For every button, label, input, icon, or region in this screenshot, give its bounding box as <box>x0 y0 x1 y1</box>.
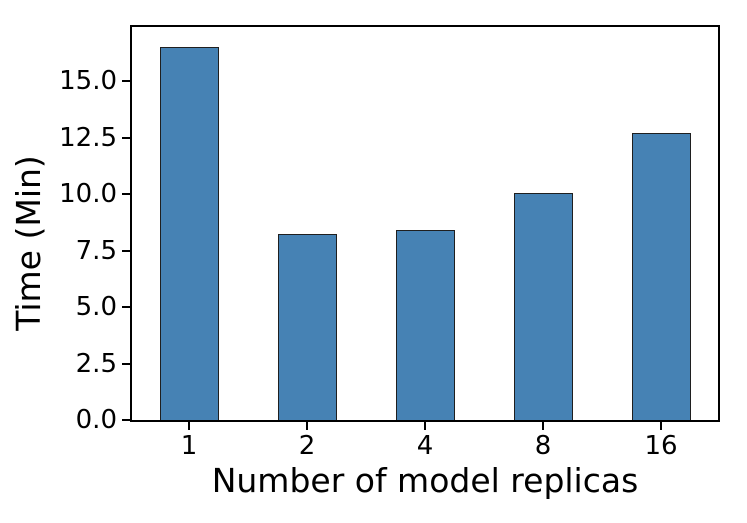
x-tick-label-1: 1 <box>180 431 198 461</box>
y-tick-label-12.5: 12.5 <box>59 122 117 153</box>
x-tick-mark-1 <box>188 422 190 430</box>
bar-8 <box>513 193 573 420</box>
x-tick-mark-16 <box>660 422 662 430</box>
x-tick-label-8: 8 <box>534 431 552 461</box>
x-tick-label-4: 4 <box>416 431 434 461</box>
bar-4 <box>395 230 455 420</box>
y-tick-label-0.0: 0.0 <box>75 405 117 435</box>
x-tick-label-16: 16 <box>644 431 678 461</box>
x-tick-mark-8 <box>542 422 544 430</box>
x-tick-mark-2 <box>306 422 308 430</box>
y-tick-mark-5.0 <box>122 306 130 309</box>
bar-1 <box>159 47 219 420</box>
x-axis-label: Number of model replicas <box>211 461 639 500</box>
y-tick-label-7.5: 7.5 <box>75 235 117 266</box>
x-tick-label-2: 2 <box>298 431 316 461</box>
y-tick-mark-10.0 <box>122 193 130 196</box>
y-tick-mark-2.5 <box>122 362 130 365</box>
y-tick-label-2.5: 2.5 <box>75 348 117 379</box>
y-tick-mark-7.5 <box>122 249 130 252</box>
bar-16 <box>631 133 691 420</box>
y-tick-label-10.0: 10.0 <box>59 179 117 210</box>
y-tick-label-15.0: 15.0 <box>59 66 117 97</box>
x-tick-mark-4 <box>424 422 426 430</box>
y-tick-mark-15.0 <box>122 80 130 83</box>
y-tick-mark-12.5 <box>122 136 130 139</box>
y-tick-mark-0.0 <box>122 419 130 421</box>
y-tick-label-5.0: 5.0 <box>75 292 117 323</box>
bar-2 <box>277 233 337 420</box>
